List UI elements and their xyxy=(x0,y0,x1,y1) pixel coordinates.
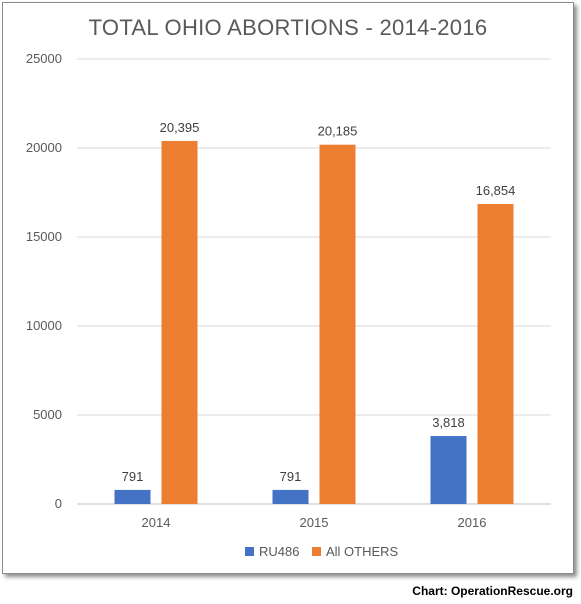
y-tick-label: 0 xyxy=(55,496,62,511)
legend-label: All OTHERS xyxy=(326,544,399,559)
x-tick-label: 2016 xyxy=(458,515,487,530)
legend-swatch xyxy=(312,547,321,556)
y-tick-label: 25000 xyxy=(26,51,62,66)
bar-all-others-2015 xyxy=(319,144,356,504)
bar-ru486-2014 xyxy=(114,489,151,504)
chart-credit: Chart: OperationRescue.org xyxy=(412,584,573,598)
legend-swatch xyxy=(245,547,254,556)
bar-ru486-2015 xyxy=(272,489,309,504)
y-tick-label: 5000 xyxy=(33,407,62,422)
chart-title: TOTAL OHIO ABORTIONS - 2014-2016 xyxy=(88,15,488,40)
x-tick-label: 2015 xyxy=(300,515,329,530)
data-label: 20,185 xyxy=(318,124,358,139)
y-tick-label: 20000 xyxy=(26,140,62,155)
bar-all-others-2014 xyxy=(161,140,198,504)
y-tick-label: 10000 xyxy=(26,318,62,333)
bar-ru486-2016 xyxy=(430,436,467,504)
bar-all-others-2016 xyxy=(477,203,514,505)
data-label: 791 xyxy=(280,469,302,484)
y-tick-label: 15000 xyxy=(26,229,62,244)
legend-label: RU486 xyxy=(259,544,299,559)
data-label: 791 xyxy=(122,469,144,484)
data-label: 16,854 xyxy=(476,183,516,198)
data-label: 20,395 xyxy=(160,120,200,135)
x-tick-label: 2014 xyxy=(142,515,171,530)
data-label: 3,818 xyxy=(432,415,465,430)
